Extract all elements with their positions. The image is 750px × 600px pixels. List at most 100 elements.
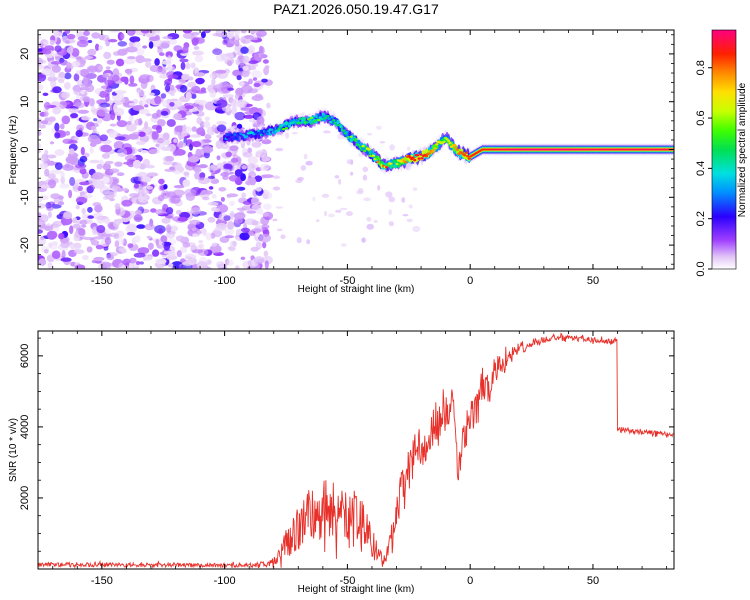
- noise-blob: [224, 235, 234, 239]
- ridge-segment: [433, 147, 437, 150]
- noise-blob: [136, 261, 141, 265]
- noise-blob: [38, 64, 45, 70]
- noise-blob: [179, 58, 189, 63]
- noise-blob: [212, 48, 223, 55]
- noise-blob: [223, 215, 231, 222]
- noise-blob: [241, 39, 247, 44]
- noise-blob: [264, 260, 269, 269]
- noise-blob: [159, 74, 168, 79]
- noise-blob: [262, 59, 269, 64]
- noise-blob: [338, 178, 342, 185]
- y-tick-label: -20: [19, 237, 31, 253]
- noise-blob: [65, 130, 71, 136]
- noise-blob: [145, 60, 152, 68]
- noise-blob: [106, 85, 113, 93]
- noise-blob: [74, 264, 86, 269]
- noise-blob: [166, 119, 176, 127]
- noise-blob: [234, 265, 240, 269]
- noise-blob: [126, 30, 136, 36]
- noise-blob: [79, 86, 90, 91]
- noise-blob: [127, 56, 136, 60]
- ridge-segment: [298, 117, 302, 120]
- ridge-segment: [371, 154, 375, 157]
- noise-blob: [44, 225, 54, 231]
- ridge-segment: [457, 152, 461, 156]
- noise-blob: [192, 249, 204, 254]
- snr-series-line: [38, 332, 674, 569]
- ridge-segment: [233, 133, 237, 136]
- x-tick-label: -50: [339, 575, 355, 587]
- noise-blob: [66, 46, 74, 54]
- noise-blob: [182, 46, 189, 53]
- noise-blob: [196, 261, 208, 269]
- noise-blob: [92, 202, 102, 207]
- noise-blob: [127, 243, 134, 249]
- noise-blob: [401, 197, 406, 203]
- noise-blob: [86, 185, 94, 194]
- noise-blob: [42, 48, 52, 55]
- ridge-segment: [399, 160, 403, 163]
- ridge-segment: [448, 141, 452, 145]
- noise-blob: [227, 87, 235, 91]
- noise-blob: [191, 141, 202, 148]
- noise-blob: [247, 63, 259, 67]
- ridge-segment: [329, 120, 333, 124]
- noise-blob: [231, 106, 237, 115]
- noise-blob: [82, 255, 89, 261]
- noise-blob: [80, 146, 85, 156]
- noise-blob: [75, 129, 83, 138]
- noise-blob: [43, 111, 49, 117]
- noise-blob: [154, 95, 162, 105]
- noise-blob: [60, 216, 73, 226]
- ridge-segment: [261, 134, 265, 137]
- noise-blob: [144, 223, 155, 231]
- noise-blob: [109, 123, 117, 127]
- noise-blob: [40, 155, 48, 163]
- noise-blob: [113, 187, 118, 193]
- noise-blob: [114, 203, 121, 210]
- noise-blob: [106, 59, 115, 65]
- noise-blob: [208, 186, 214, 190]
- ridge-segment: [393, 165, 398, 168]
- noise-blob: [157, 119, 166, 127]
- noise-blob: [234, 38, 239, 46]
- noise-blob: [78, 228, 86, 236]
- noise-blob: [98, 34, 105, 41]
- noise-blob: [48, 116, 56, 122]
- noise-blob: [54, 162, 63, 171]
- y-tick-label: 20: [19, 48, 31, 60]
- noise-blob: [240, 30, 247, 34]
- noise-blob: [242, 55, 250, 64]
- noise-blob: [58, 201, 65, 206]
- noise-blob: [133, 41, 141, 49]
- noise-blob: [103, 246, 109, 251]
- noise-blob: [159, 52, 165, 56]
- ridge-segment: [280, 124, 284, 127]
- noise-blob: [261, 174, 274, 179]
- noise-blob: [133, 235, 141, 243]
- x-tick-label: -100: [214, 575, 236, 587]
- noise-blob: [64, 163, 70, 169]
- noise-blob: [408, 204, 413, 209]
- noise-blob: [285, 132, 290, 139]
- ridge-segment: [358, 145, 362, 149]
- noise-blob: [38, 83, 44, 91]
- noise-blob: [125, 46, 138, 53]
- noise-blob: [116, 120, 128, 128]
- noise-blob: [195, 230, 202, 235]
- noise-blob: [81, 208, 86, 215]
- noise-blob: [38, 197, 43, 203]
- noise-blob: [102, 73, 109, 78]
- ridge-segment: [466, 155, 470, 158]
- noise-blob: [123, 161, 135, 165]
- ridge-segment: [463, 154, 467, 157]
- noise-blob: [38, 124, 46, 129]
- noise-blob: [229, 200, 235, 207]
- noise-blob: [38, 118, 43, 126]
- noise-blob: [117, 48, 127, 56]
- noise-blob: [216, 261, 226, 269]
- noise-blob: [280, 234, 286, 240]
- noise-blob: [108, 39, 118, 43]
- noise-blob: [79, 181, 90, 186]
- noise-blob: [41, 71, 50, 75]
